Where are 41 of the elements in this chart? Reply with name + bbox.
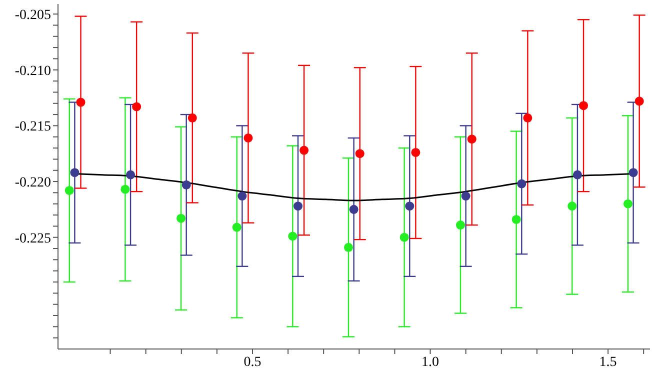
point xyxy=(349,204,358,214)
point xyxy=(300,146,309,155)
point xyxy=(628,168,638,178)
point xyxy=(182,180,191,190)
point xyxy=(568,202,577,211)
point xyxy=(411,148,420,157)
point xyxy=(126,170,136,180)
x-tick-label: 0.5 xyxy=(244,354,262,370)
x-tick-label: 1.5 xyxy=(599,354,617,370)
y-tick-label: -0.215 xyxy=(14,120,51,135)
point xyxy=(70,168,80,178)
point xyxy=(572,170,582,180)
point xyxy=(293,202,303,211)
point xyxy=(461,192,470,201)
y-tick-label: -0.205 xyxy=(14,8,51,24)
point xyxy=(120,184,130,194)
point xyxy=(467,134,476,144)
y-tick-label: -0.220 xyxy=(14,175,51,190)
point xyxy=(456,220,466,230)
point xyxy=(244,133,253,142)
point xyxy=(132,102,142,112)
point xyxy=(288,232,298,241)
point xyxy=(355,149,364,158)
point xyxy=(523,113,532,122)
point xyxy=(232,222,242,232)
point xyxy=(188,113,197,122)
point xyxy=(400,232,409,242)
point xyxy=(76,98,86,107)
point xyxy=(344,242,354,252)
y-tick-label: -0.225 xyxy=(14,231,51,246)
point xyxy=(578,101,588,110)
y-tick-label: -0.210 xyxy=(14,64,51,79)
point xyxy=(238,192,247,201)
point xyxy=(64,186,74,195)
point xyxy=(405,202,414,211)
x-tick-label: 1.0 xyxy=(422,354,440,370)
point xyxy=(623,199,632,208)
point xyxy=(634,96,644,106)
point xyxy=(512,214,521,224)
point xyxy=(517,179,526,188)
point xyxy=(176,214,186,223)
